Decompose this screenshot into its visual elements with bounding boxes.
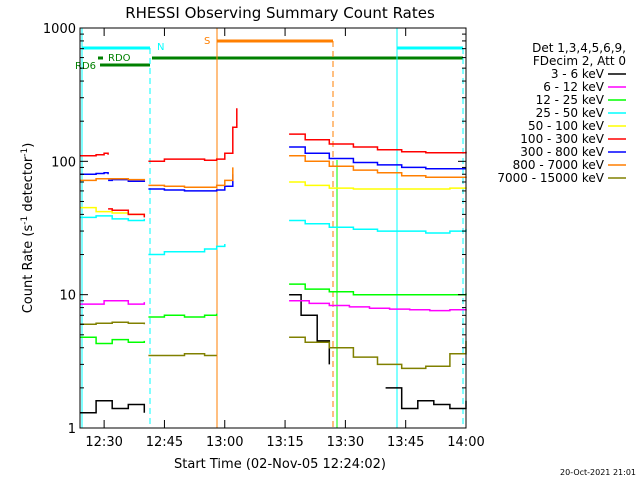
series-line — [289, 283, 467, 296]
x-tick-label: 13:45 — [387, 435, 424, 450]
rd6-label: RD6 — [75, 61, 96, 72]
chart-title: RHESSI Observing Summary Count Rates — [125, 4, 435, 22]
legend-label: 800 - 7000 keV — [513, 158, 605, 172]
n-label: N — [157, 42, 164, 53]
x-tick-label: 13:00 — [206, 435, 243, 450]
series-line — [289, 219, 467, 234]
series-line — [148, 244, 226, 256]
legend-header-1: Det 1,3,4,5,6,9, — [532, 41, 626, 55]
series-line — [289, 133, 467, 154]
series-line — [148, 174, 234, 192]
series-line — [148, 353, 217, 357]
series-line — [80, 172, 109, 176]
series-line — [289, 336, 467, 370]
series-group — [80, 108, 467, 414]
y-tick-label: 1 — [68, 422, 76, 437]
series-line — [289, 146, 466, 170]
x-tick-label: 13:15 — [266, 435, 303, 450]
series-line — [148, 313, 218, 318]
legend-label: 12 - 25 keV — [536, 93, 605, 107]
legend-header-2: FDecim 2, Att 0 — [533, 54, 626, 68]
legend-label: 50 - 100 keV — [528, 119, 605, 133]
plot-frame — [79, 27, 467, 429]
series-line — [80, 321, 146, 325]
s-label: S — [204, 36, 210, 47]
y-tick-label: 10 — [59, 289, 76, 304]
legend-label: 3 - 6 keV — [551, 67, 605, 81]
series-line — [148, 167, 234, 188]
series-line — [289, 293, 331, 365]
series-line — [148, 108, 238, 163]
x-tick-label: 12:30 — [85, 435, 122, 450]
series-line — [289, 155, 467, 178]
x-axis-title: Start Time (02-Nov-05 12:24:02) — [174, 457, 386, 472]
legend: Det 1,3,4,5,6,9, FDecim 2, Att 0 3 - 6 k… — [497, 41, 626, 185]
y-axis-title: Count Rate (s-1 detector-1) — [20, 143, 36, 314]
band-lines: RD6 RDO N S — [75, 36, 463, 72]
y-tick-label: 1000 — [43, 22, 76, 37]
series-line — [289, 300, 467, 312]
x-tick-label: 12:45 — [146, 435, 183, 450]
series-line — [289, 181, 467, 190]
series-line — [80, 178, 146, 182]
series-line — [80, 152, 109, 157]
series-line — [385, 387, 467, 410]
legend-label: 6 - 12 keV — [543, 80, 605, 94]
series-line — [80, 336, 146, 345]
event-lines — [81, 28, 464, 428]
series-line — [80, 300, 146, 305]
x-tick-label: 13:30 — [327, 435, 364, 450]
series-line — [108, 208, 146, 218]
legend-label: 300 - 800 keV — [520, 145, 604, 159]
y-tick-label: 100 — [51, 155, 76, 170]
rdo-label: RDO — [108, 53, 131, 64]
legend-label: 100 - 300 keV — [520, 132, 604, 146]
axes-group: 12:30 12:45 13:00 13:15 13:30 13:45 14:00 1 10 10… — [43, 22, 485, 450]
series-line — [80, 215, 146, 222]
timestamp: 20-Oct-2021 21:01 — [560, 468, 636, 477]
series-line — [80, 400, 146, 414]
legend-label: 7000 - 15000 keV — [497, 171, 604, 185]
legend-label: 25 - 50 keV — [536, 106, 605, 120]
x-tick-label: 14:00 — [447, 435, 484, 450]
